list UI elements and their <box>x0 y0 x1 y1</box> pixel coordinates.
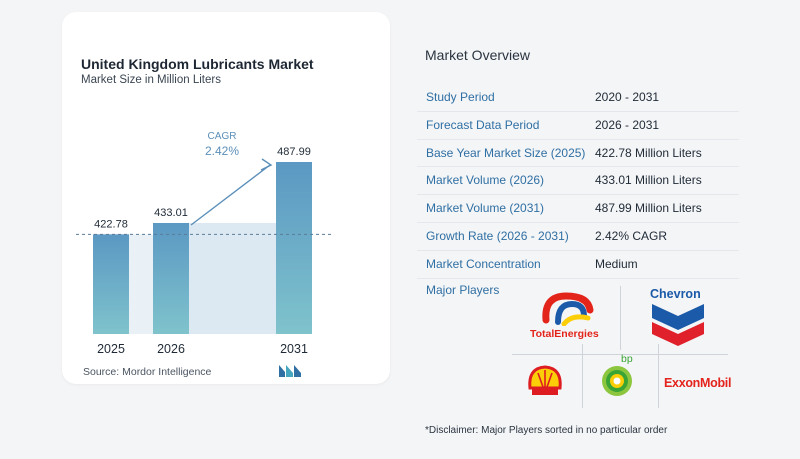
overview-row: Forecast Data Period 2026 - 2031 <box>417 112 739 140</box>
totalenergies-logo: TotalEnergies <box>528 290 608 346</box>
overview-row: Market Concentration Medium <box>417 251 739 279</box>
bar-2025 <box>93 234 129 334</box>
value-label: 422.78 <box>94 218 128 230</box>
chevron-icon <box>652 304 704 346</box>
chart-title: United Kingdom Lubricants Market <box>81 56 314 72</box>
shell-logo <box>526 364 564 403</box>
overview-row-label: Market Volume (2031) <box>426 201 545 216</box>
cagr-arrowhead-icon <box>260 158 273 171</box>
cagr-value: 2.42% <box>205 144 239 158</box>
overview-row-value: 487.99 Million Liters <box>595 201 702 216</box>
mordor-logo-icon <box>279 365 301 377</box>
overview-row-label: Study Period <box>426 90 495 104</box>
value-label: 487.99 <box>277 146 311 158</box>
totalenergies-label: TotalEnergies <box>530 328 599 340</box>
overview-row: Base Year Market Size (2025) 422.78 Milli… <box>417 140 739 168</box>
overview-row-value: 2026 - 2031 <box>595 117 660 132</box>
category-label: 2025 <box>97 342 125 356</box>
bp-helios-icon <box>602 366 632 396</box>
overview-row: Study Period 2020 - 2031 <box>417 84 739 112</box>
overview-table: Study Period 2020 - 2031 Forecast Data Per… <box>417 84 739 279</box>
grid-divider <box>512 354 728 355</box>
overview-row-label: Growth Rate (2026 - 2031) <box>426 228 569 243</box>
category-label: 2026 <box>157 342 185 356</box>
cagr-label: CAGR <box>208 131 237 142</box>
overview-row-label: Market Volume (2026) <box>426 173 545 188</box>
shell-icon <box>528 365 562 395</box>
overview-row-label: Base Year Market Size (2025) <box>426 145 586 160</box>
major-players-label: Major Players <box>426 283 500 297</box>
bar-2026 <box>153 222 189 334</box>
bar-chart: 422.78 433.01 487.99 2025 2026 2031 CAGR 2.42% <box>76 131 332 356</box>
overview-row: Market Volume (2031) 487.99 Million Liter… <box>417 195 739 223</box>
bp-logo: bp <box>601 353 641 397</box>
overview-title: Market Overview <box>425 47 531 63</box>
exxonmobil-label: ExxonMobil <box>664 376 732 390</box>
category-label: 2031 <box>280 342 308 356</box>
chart-subtitle: Market Size in Million Liters <box>81 74 221 86</box>
overview-row-value: Medium <box>595 256 638 271</box>
cagr-arrow <box>190 164 271 226</box>
bp-label: bp <box>621 353 633 365</box>
disclaimer-text: *Disclaimer: Major Players sorted in no … <box>425 425 668 436</box>
source-text: Source: Mordor Intelligence <box>83 366 212 378</box>
overview-row: Market Volume (2026) 433.01 Million Liter… <box>417 167 739 196</box>
overview-row-value: 2020 - 2031 <box>595 90 660 104</box>
overview-row: Growth Rate (2026 - 2031) 2.42% CAGR <box>417 223 739 251</box>
value-label: 433.01 <box>154 207 188 219</box>
chevron-logo: Chevron <box>650 287 708 349</box>
overview-row-value: 433.01 Million Liters <box>595 173 702 188</box>
forecast-shade <box>189 222 276 334</box>
grid-divider <box>658 344 659 408</box>
overview-row-label: Forecast Data Period <box>426 117 540 132</box>
chart-card: United Kingdom Lubricants Market Market … <box>62 12 390 384</box>
chevron-label: Chevron <box>650 287 701 301</box>
grid-divider <box>620 286 621 350</box>
bar-2031 <box>276 162 312 334</box>
grid-divider <box>582 344 583 408</box>
exxonmobil-logo: ExxonMobil <box>664 376 731 390</box>
gap-shade <box>129 234 153 334</box>
overview-row-label: Market Concentration <box>426 256 541 271</box>
overview-row-value: 422.78 Million Liters <box>595 145 702 160</box>
overview-row-value: 2.42% CAGR <box>595 228 668 243</box>
totalenergies-icon <box>542 292 594 327</box>
